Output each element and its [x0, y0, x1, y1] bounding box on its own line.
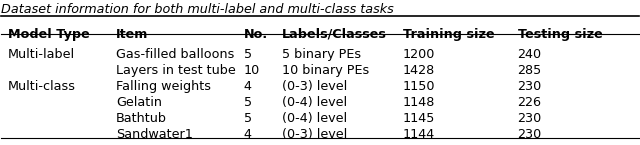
Text: Item: Item: [116, 28, 148, 41]
Text: Sandwater1: Sandwater1: [116, 128, 193, 141]
Text: Falling weights: Falling weights: [116, 80, 211, 93]
Text: 240: 240: [518, 48, 541, 61]
Text: 1200: 1200: [403, 48, 435, 61]
Text: Labels/Classes: Labels/Classes: [282, 28, 387, 41]
Text: 5 binary PEs: 5 binary PEs: [282, 48, 361, 61]
Text: Model Type: Model Type: [8, 28, 90, 41]
Text: 1145: 1145: [403, 112, 435, 125]
Text: 1428: 1428: [403, 64, 435, 77]
Text: (0-4) level: (0-4) level: [282, 96, 347, 109]
Text: 226: 226: [518, 96, 541, 109]
Text: Testing size: Testing size: [518, 28, 602, 41]
Text: 285: 285: [518, 64, 542, 77]
Text: 10: 10: [244, 64, 260, 77]
Text: 230: 230: [518, 112, 542, 125]
Text: 4: 4: [244, 80, 252, 93]
Text: Gas-filled balloons: Gas-filled balloons: [116, 48, 234, 61]
Text: 230: 230: [518, 80, 542, 93]
Text: Gelatin: Gelatin: [116, 96, 162, 109]
Text: Multi-label: Multi-label: [8, 48, 75, 61]
Text: (0-3) level: (0-3) level: [282, 128, 347, 141]
Text: 5: 5: [244, 48, 252, 61]
Text: 230: 230: [518, 128, 542, 141]
Text: 10 binary PEs: 10 binary PEs: [282, 64, 369, 77]
Text: (0-4) level: (0-4) level: [282, 112, 347, 125]
Text: Bathtub: Bathtub: [116, 112, 167, 125]
Text: Training size: Training size: [403, 28, 495, 41]
Text: 5: 5: [244, 96, 252, 109]
Text: No.: No.: [244, 28, 268, 41]
Text: Dataset information for both multi-label and multi-class tasks: Dataset information for both multi-label…: [1, 3, 394, 16]
Text: 5: 5: [244, 112, 252, 125]
Text: 1148: 1148: [403, 96, 435, 109]
Text: 1144: 1144: [403, 128, 435, 141]
Text: Layers in test tube: Layers in test tube: [116, 64, 236, 77]
Text: Multi-class: Multi-class: [8, 80, 76, 93]
Text: 1150: 1150: [403, 80, 435, 93]
Text: 4: 4: [244, 128, 252, 141]
Text: (0-3) level: (0-3) level: [282, 80, 347, 93]
